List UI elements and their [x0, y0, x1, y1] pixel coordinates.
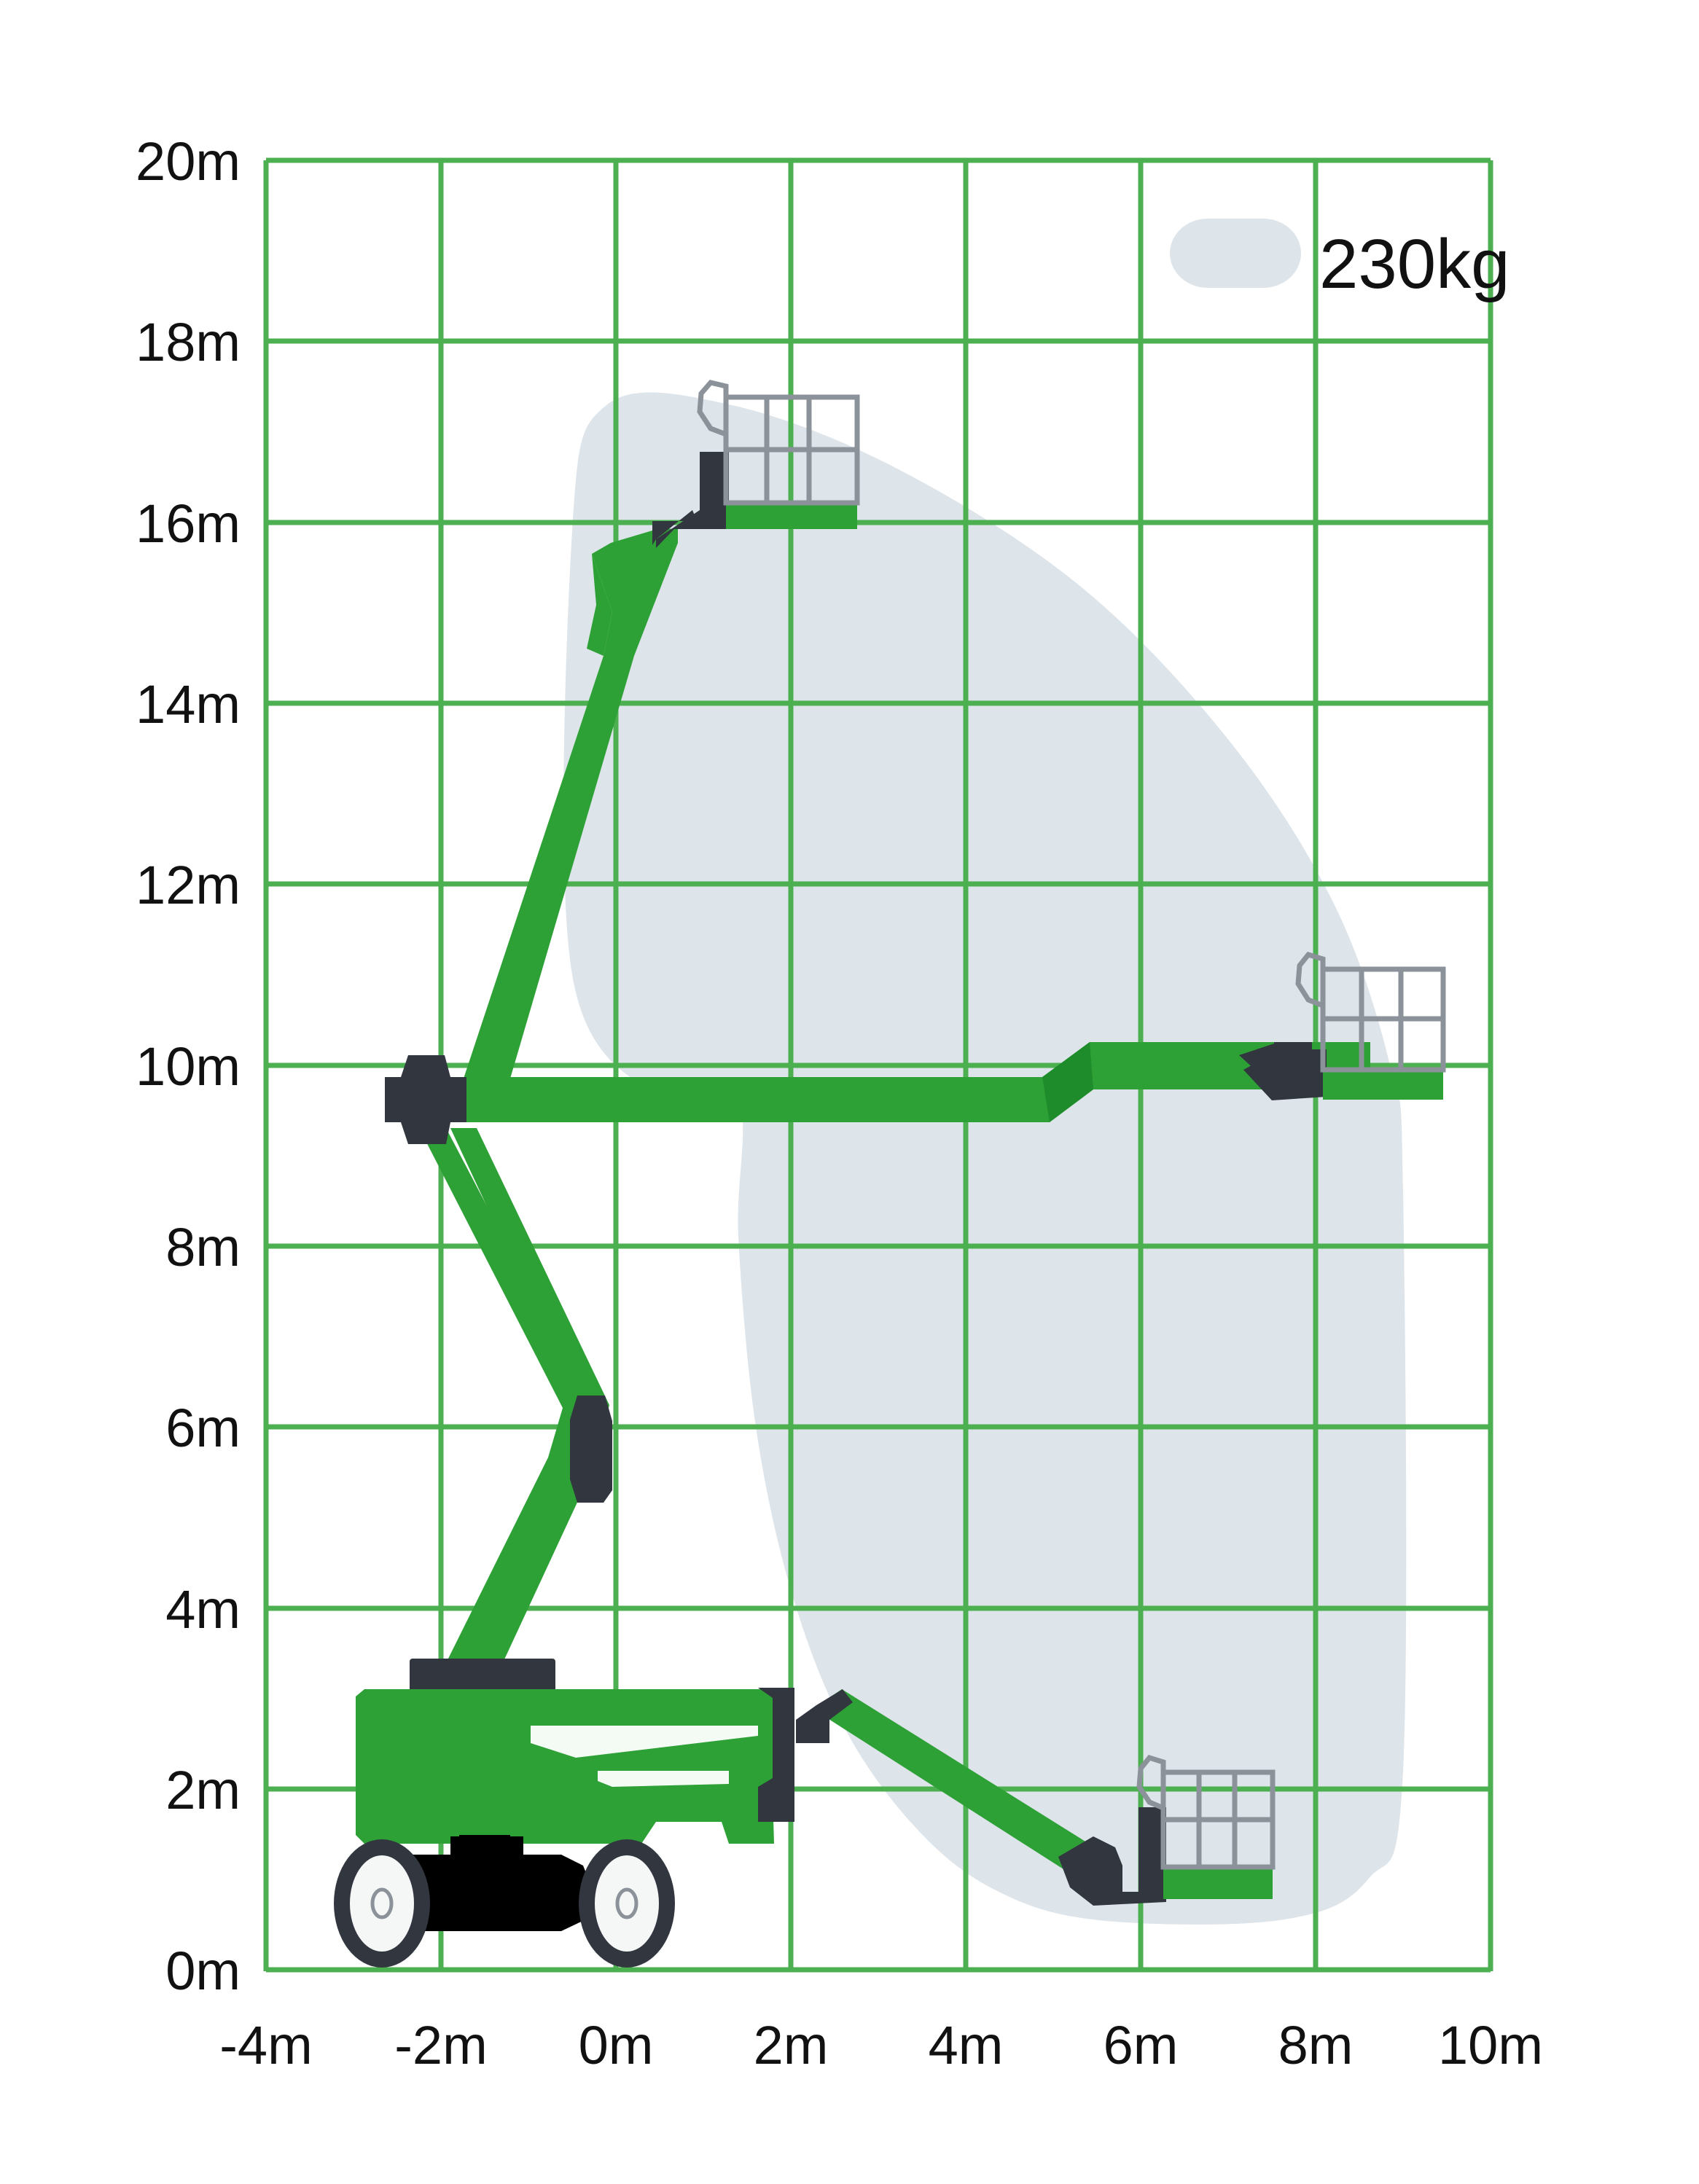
- machine-pose-horizontal: [450, 951, 1446, 1122]
- x-tick-neg2m: -2m: [394, 2015, 487, 2075]
- low-platform-rail: [1136, 1754, 1276, 1870]
- x-tick-8m: 8m: [1278, 2015, 1354, 2075]
- y-tick-14m: 14m: [136, 674, 241, 735]
- machine-pose-low: [813, 1689, 1276, 1906]
- legend-swatch-230kg: [1170, 219, 1301, 288]
- chart-grid: [263, 157, 1493, 1973]
- chassis-highlight-upper: [531, 1726, 758, 1758]
- low-boom-arm: [813, 1689, 1101, 1874]
- low-platform-floor: [1163, 1866, 1273, 1899]
- horizontal-platform-bracket: [1239, 1042, 1312, 1097]
- riser-leg-outer: [419, 1128, 592, 1669]
- y-tick-8m: 8m: [165, 1217, 241, 1277]
- horizontal-platform-floor: [1323, 1068, 1443, 1100]
- y-tick-2m: 2m: [165, 1760, 241, 1820]
- chassis-body: [356, 1689, 787, 1844]
- x-tick-6m: 6m: [1104, 2015, 1179, 2075]
- legend: 230kg: [1170, 219, 1510, 303]
- y-tick-20m: 20m: [136, 131, 241, 192]
- chassis-highlight-lower: [598, 1771, 729, 1787]
- horizontal-jib-arm: [1243, 1049, 1327, 1100]
- x-tick-neg4m: -4m: [219, 2015, 312, 2075]
- upper-platform-rail: [697, 380, 860, 506]
- y-axis-labels: 20m 18m 16m 14m 12m 10m 8m 6m 4m 2m 0m: [136, 131, 241, 2001]
- upper-jib-arm: [656, 452, 729, 548]
- machine-pose-upper: [429, 380, 860, 1115]
- riser-knuckle-cylinder: [570, 1396, 612, 1503]
- low-platform-bracket: [1058, 1807, 1166, 1906]
- x-tick-2m: 2m: [754, 2015, 829, 2075]
- x-axis-labels: -4m -2m 0m 2m 4m 6m 8m 10m: [219, 2015, 1543, 2075]
- x-tick-10m: 10m: [1438, 2015, 1543, 2075]
- turret-pedestal: [450, 1836, 523, 1891]
- upper-platform-floor: [726, 501, 857, 529]
- horizontal-boom-arm: [450, 1042, 1370, 1122]
- y-tick-0m: 0m: [165, 1941, 241, 2001]
- counterweight-block: [758, 1688, 794, 1822]
- wheel-rear: [334, 1839, 430, 1968]
- y-tick-16m: 16m: [136, 493, 241, 554]
- boom-pivot-knuckle: [385, 1055, 466, 1144]
- horizontal-boom-step: [1042, 1042, 1093, 1122]
- upper-boom-notch: [587, 554, 612, 656]
- horizontal-platform-rail: [1295, 951, 1446, 1073]
- y-tick-10m: 10m: [136, 1036, 241, 1097]
- legend-label-230kg: 230kg: [1319, 225, 1510, 303]
- y-tick-4m: 4m: [165, 1579, 241, 1640]
- y-tick-6m: 6m: [165, 1398, 241, 1458]
- upper-boom-arm: [429, 528, 678, 1115]
- x-tick-4m: 4m: [929, 2015, 1004, 2075]
- y-tick-12m: 12m: [136, 855, 241, 915]
- machine-structure: [334, 1055, 853, 1968]
- y-tick-18m: 18m: [136, 312, 241, 372]
- x-tick-0m: 0m: [579, 2015, 654, 2075]
- wheel-front: [579, 1839, 675, 1968]
- boom-foot-bracket: [796, 1689, 853, 1743]
- envelope-area-230kg: [563, 392, 1407, 1925]
